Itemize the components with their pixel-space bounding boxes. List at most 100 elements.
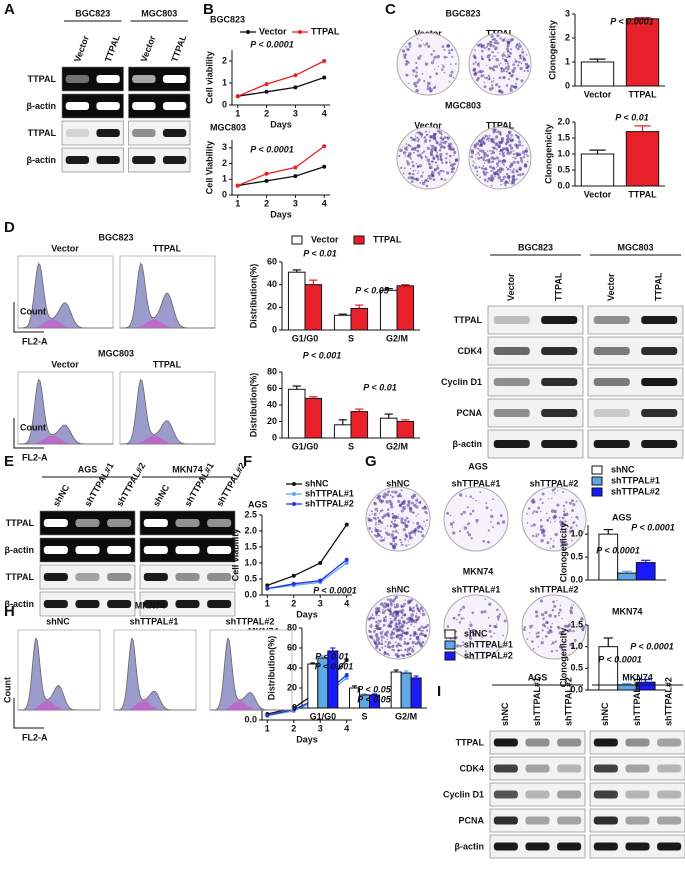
colony (453, 154, 455, 157)
colony (405, 148, 408, 151)
colony (397, 531, 400, 534)
colony (575, 524, 578, 527)
band (625, 764, 650, 773)
colony (437, 65, 440, 68)
colony (565, 512, 569, 517)
colony (390, 536, 392, 539)
flow-label: TTPAL (153, 359, 182, 369)
colony (505, 84, 509, 87)
colony (446, 141, 448, 143)
x-tick-label: TTPAL (628, 189, 657, 199)
x-tick-label: 3 (293, 198, 298, 208)
colony (526, 161, 529, 163)
colony (515, 46, 518, 49)
colony (438, 174, 441, 176)
band (641, 440, 678, 448)
colony (433, 168, 436, 171)
flow-s-phase (18, 700, 100, 710)
y-tick-label: 80 (267, 366, 277, 376)
colony (380, 509, 383, 512)
colony (495, 170, 498, 173)
colony (390, 635, 394, 640)
colony (445, 157, 448, 160)
colony (409, 509, 413, 513)
colony (488, 165, 492, 169)
colony (386, 638, 389, 641)
colony (392, 522, 396, 526)
colony (455, 618, 458, 621)
cell-line-title: MGC803 (617, 242, 653, 252)
colony (401, 623, 405, 628)
colony (391, 512, 395, 516)
colony (386, 512, 390, 516)
colony (392, 648, 395, 652)
colony (394, 490, 398, 494)
band (75, 519, 100, 527)
colony (516, 135, 520, 139)
colony (554, 640, 557, 643)
colony (505, 144, 507, 146)
colony (432, 178, 436, 181)
colony (540, 538, 544, 543)
colony (387, 640, 392, 645)
y-tick-label: 2.0 (244, 525, 257, 535)
colony (391, 614, 395, 618)
colony (384, 632, 388, 636)
colony (415, 604, 419, 608)
colony (502, 70, 505, 73)
band (557, 764, 582, 773)
dish-title: MKN74 (463, 566, 494, 576)
colony (398, 492, 401, 495)
colony (537, 635, 540, 638)
colony (522, 628, 526, 631)
flow-axes (13, 418, 44, 449)
colony (466, 531, 470, 534)
colony (486, 159, 491, 163)
colony (393, 603, 396, 606)
colony (496, 521, 500, 525)
colony (371, 638, 374, 640)
point (293, 165, 298, 170)
colony (489, 149, 492, 152)
bar (350, 307, 369, 331)
y-tick-label: 1 (565, 56, 570, 66)
colony (416, 165, 419, 168)
band (143, 573, 168, 581)
colony (427, 160, 430, 163)
colony (498, 140, 501, 144)
y-tick-label: 1 (222, 77, 227, 87)
colony (374, 610, 377, 613)
flow-histogram (17, 262, 113, 329)
colony (474, 157, 477, 159)
x-tick-label: 4 (322, 108, 327, 118)
colony (502, 149, 505, 151)
colony (548, 613, 552, 618)
colony (478, 70, 481, 74)
colony (484, 136, 487, 138)
colony (535, 635, 539, 638)
colony (405, 59, 408, 63)
band (657, 816, 682, 825)
legend-label: Vector (259, 26, 287, 36)
colony (504, 37, 506, 39)
colony (419, 134, 422, 136)
colony (408, 506, 413, 511)
colony (443, 55, 447, 59)
x-tick-label: 1 (265, 723, 270, 733)
colony (511, 175, 515, 179)
colony (483, 81, 485, 84)
colony (420, 629, 423, 632)
y-axis-label: Cell viability (204, 51, 214, 104)
y-axis-label: Clonogenicity (558, 523, 568, 583)
cell-line-title: AGS (528, 672, 548, 682)
colony (504, 63, 507, 65)
colony (507, 40, 511, 44)
x-tick-label: 3 (293, 108, 298, 118)
colony (371, 513, 373, 515)
colony (495, 138, 497, 140)
colony (488, 58, 491, 61)
colony (405, 535, 409, 538)
colony (492, 498, 495, 501)
colony (423, 634, 428, 638)
colony (432, 155, 435, 158)
